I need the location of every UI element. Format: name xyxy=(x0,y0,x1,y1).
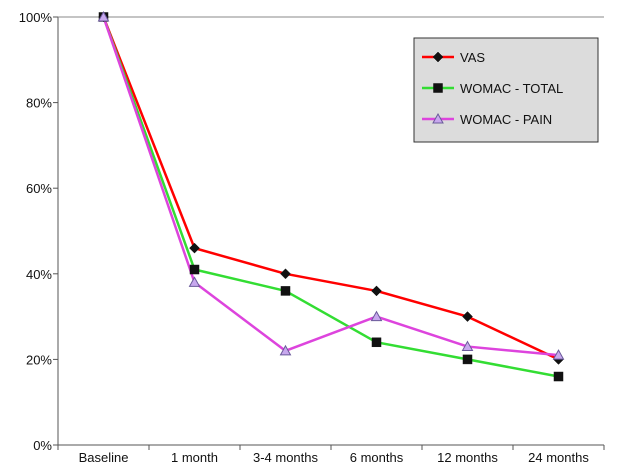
y-tick-label: 20% xyxy=(26,352,52,367)
legend-label: WOMAC - TOTAL xyxy=(460,81,563,96)
x-tick-label: 1 month xyxy=(171,450,218,465)
x-tick-label: 3-4 months xyxy=(253,450,319,465)
series-line xyxy=(102,16,560,361)
data-point xyxy=(461,340,474,352)
data-point xyxy=(97,10,110,22)
data-point xyxy=(552,349,565,360)
legend-marker xyxy=(433,83,443,93)
y-tick-label: 100% xyxy=(19,10,53,25)
x-tick-label: Baseline xyxy=(79,450,129,465)
data-point xyxy=(189,264,200,275)
series-2 xyxy=(102,16,559,357)
legend-label: WOMAC - PAIN xyxy=(460,112,552,127)
data-point xyxy=(188,276,201,287)
legend: VAS WOMAC - TOTAL WOMAC - PAIN xyxy=(413,37,599,143)
data-point xyxy=(462,311,473,322)
data-point xyxy=(553,371,564,382)
y-tick-label: 40% xyxy=(26,267,52,282)
data-point xyxy=(280,286,291,296)
series-line xyxy=(102,16,559,357)
legend-marker xyxy=(432,51,444,63)
data-point xyxy=(371,337,382,348)
y-tick-label: 60% xyxy=(26,181,52,196)
x-tick-label: 12 months xyxy=(437,450,498,465)
data-point xyxy=(280,268,291,280)
x-tick-label: 6 months xyxy=(350,450,404,465)
legend-label: VAS xyxy=(460,50,485,65)
data-point xyxy=(462,354,473,365)
y-tick-label: 80% xyxy=(26,96,52,111)
legend-marker xyxy=(432,112,444,124)
legend-item: WOMAC - PAIN xyxy=(422,112,552,127)
series-line xyxy=(102,16,559,378)
data-point xyxy=(371,285,382,297)
series-1 xyxy=(102,16,559,378)
x-tick-label: 24 months xyxy=(528,450,589,465)
legend-item: WOMAC - TOTAL xyxy=(422,81,563,96)
axes: 0% 20% 40% 60% 80% 100% Baseline 1 month 3-4 mon… xyxy=(19,10,605,465)
data-point xyxy=(279,344,292,356)
data-point xyxy=(370,310,383,322)
series-markers-2 xyxy=(97,10,565,360)
legend-item: VAS xyxy=(422,50,485,65)
series-0 xyxy=(102,16,560,361)
y-tick-label: 0% xyxy=(33,438,52,453)
series-group xyxy=(97,10,565,382)
data-point xyxy=(189,242,200,254)
legend-box xyxy=(413,37,599,143)
